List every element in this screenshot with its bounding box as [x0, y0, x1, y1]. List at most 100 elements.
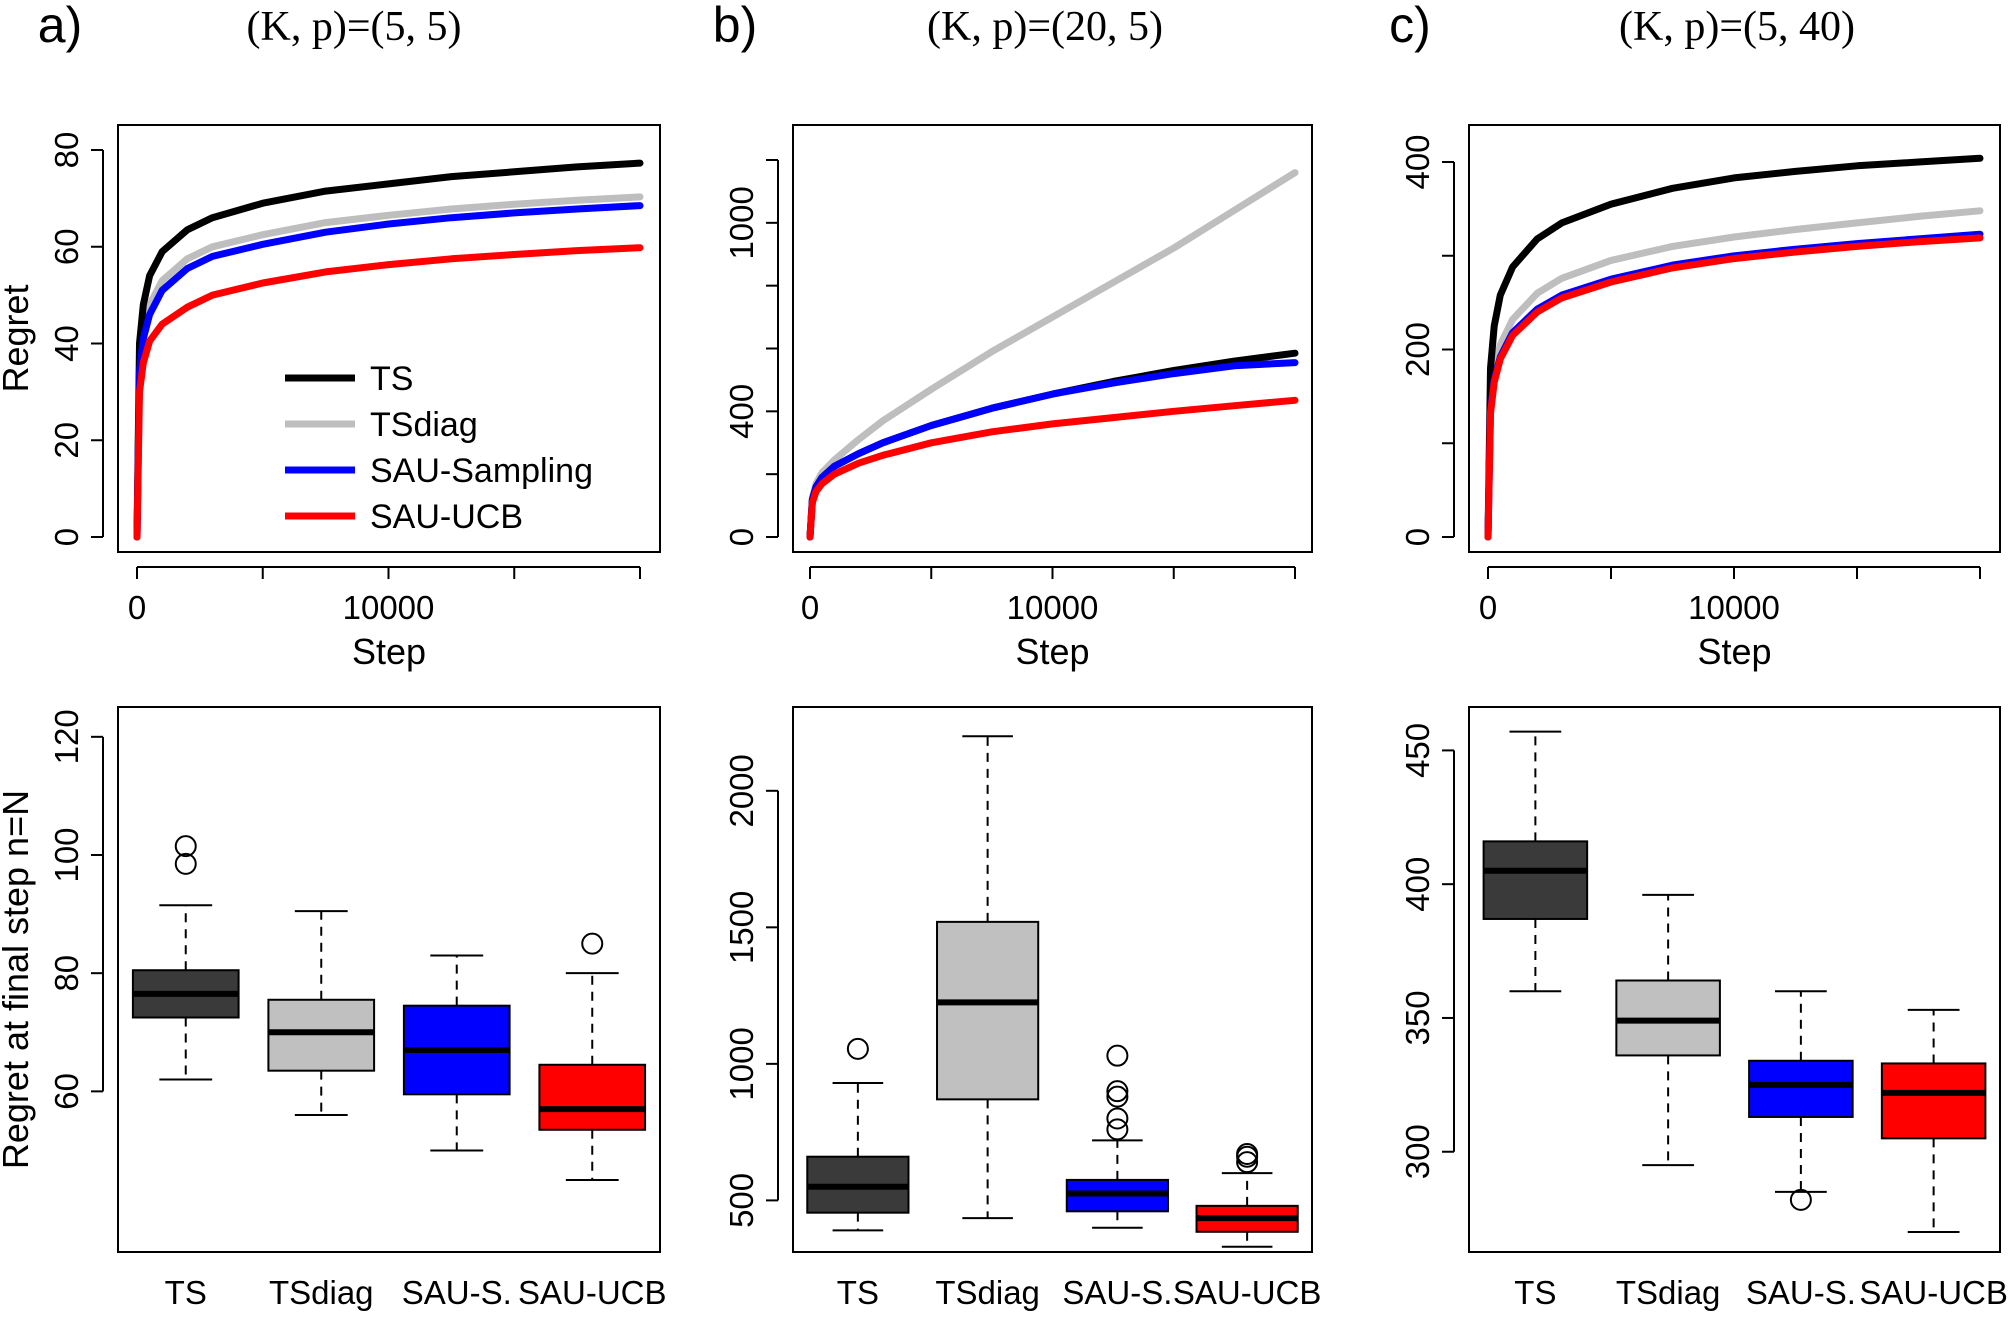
x-axis: 0 10000 Step	[1479, 566, 1981, 672]
y-tick-label: 60	[48, 1073, 85, 1110]
panel-title: (K, p)=(20, 5)	[927, 4, 1163, 50]
box-sau-ucb	[1880, 1008, 1987, 1233]
box-iqr	[1880, 1062, 1987, 1140]
box-sau-s.	[402, 954, 511, 1152]
plot-frame	[792, 706, 1313, 1253]
y-axis: 300 350 400 450	[1399, 723, 1455, 1179]
plot-frame	[117, 706, 661, 1253]
panel-letter: a)	[38, 0, 82, 53]
y-axis: 0 20 40 60 80 Regret	[0, 132, 104, 546]
series-group	[133, 159, 644, 541]
plot-frame	[117, 124, 661, 553]
series-line-tsdiag	[806, 169, 1299, 541]
x-axis-title: Step	[1697, 631, 1771, 672]
box-ts	[806, 1037, 910, 1232]
box-iqr	[1748, 1059, 1854, 1118]
box-tsdiag	[936, 735, 1040, 1220]
y-axis: 60 80 100 120 Regret at final step n=N	[0, 709, 104, 1169]
outlier-point	[1106, 1085, 1129, 1108]
x-category-label: TSdiag	[269, 1274, 374, 1311]
legend-label: TSdiag	[370, 406, 478, 444]
x-tick-label: 10000	[1688, 589, 1780, 626]
series-line-sau-ucb	[1484, 234, 1984, 541]
y-axis: 0 400 1000	[723, 159, 779, 546]
y-tick-label: 80	[48, 955, 85, 992]
y-tick-label: 400	[723, 384, 760, 439]
line-chart-c: 0 10000 Step 0 200 400	[1399, 124, 2001, 672]
legend-label: SAU-UCB	[370, 498, 523, 536]
outlier-point	[1789, 1188, 1812, 1211]
box-sau-ucb	[1195, 1142, 1299, 1248]
plot-frame	[792, 124, 1313, 553]
legend-label: SAU-Sampling	[370, 452, 593, 490]
x-axis-title: Step	[1015, 631, 1089, 672]
y-tick-label: 0	[48, 528, 85, 546]
x-category-label: TS	[165, 1274, 207, 1311]
x-tick-label: 0	[801, 589, 819, 626]
outlier-point	[581, 932, 604, 955]
x-category-label: SAU-S.	[1746, 1274, 1856, 1311]
x-axis: TS TSdiag SAU-S. SAU-UCB	[1514, 1274, 2008, 1311]
series-group	[806, 169, 1299, 541]
y-tick-label: 400	[1399, 134, 1436, 189]
panel-title: (K, p)=(5, 40)	[1619, 4, 1855, 50]
x-tick-label: 10000	[343, 589, 435, 626]
panel-letter: b)	[713, 0, 757, 53]
x-category-label: TSdiag	[935, 1274, 1040, 1311]
x-category-label: SAU-UCB	[1859, 1274, 2008, 1311]
box-chart-b: 500 1000 1500 2000 TS TSdiag SAU-S. SAU-UCB	[723, 706, 1322, 1311]
box-chart-a: 60 80 100 120 Regret at final step n=N TS TSdi…	[0, 706, 667, 1311]
x-axis: 0 10000 Step	[801, 566, 1296, 672]
y-axis-title: Regret at final step n=N	[0, 790, 36, 1169]
series-line-ts	[1484, 154, 1984, 541]
y-tick-label: 0	[723, 528, 760, 546]
y-axis: 500 1000 1500 2000	[723, 754, 779, 1228]
y-tick-label: 450	[1399, 723, 1436, 778]
y-axis: 0 200 400	[1399, 134, 1455, 546]
y-tick-label: 60	[48, 228, 85, 265]
y-tick-label: 0	[1399, 528, 1436, 546]
series-line-ts	[133, 159, 644, 541]
y-tick-label: 500	[723, 1173, 760, 1228]
x-axis: 0 10000 Step	[128, 566, 641, 672]
box-ts	[1482, 730, 1589, 993]
y-tick-label: 80	[48, 132, 85, 169]
box-chart-c: 300 350 400 450 TS TSdiag SAU-S. SAU-UCB	[1399, 706, 2008, 1311]
y-tick-label: 1000	[723, 1027, 760, 1100]
x-category-label: TS	[837, 1274, 879, 1311]
x-tick-label: 10000	[1007, 589, 1099, 626]
series-line-sau-sampling	[133, 202, 644, 541]
series-group	[1484, 154, 1984, 541]
y-tick-label: 2000	[723, 754, 760, 827]
plot-frame	[1468, 706, 2001, 1253]
x-category-label: TS	[1514, 1274, 1556, 1311]
box-tsdiag	[267, 910, 376, 1116]
outlier-point	[1106, 1107, 1129, 1130]
legend: TS TSdiag SAU-Sampling SAU-UCB	[285, 360, 593, 536]
x-axis-title: Step	[352, 631, 426, 672]
outlier-point	[1106, 1118, 1129, 1141]
y-tick-label: 40	[48, 325, 85, 362]
x-axis: TS TSdiag SAU-S. SAU-UCB	[165, 1274, 667, 1311]
outlier-point	[174, 835, 197, 858]
box-iqr	[538, 1063, 647, 1131]
series-line-sau-ucb	[133, 244, 644, 541]
y-tick-label: 400	[1399, 857, 1436, 912]
x-axis: TS TSdiag SAU-S. SAU-UCB	[837, 1274, 1322, 1311]
box-tsdiag	[1615, 893, 1721, 1167]
box-ts	[131, 835, 240, 1081]
x-category-label: SAU-S.	[402, 1274, 512, 1311]
box-sau-s.	[1065, 1044, 1169, 1229]
x-tick-label: 0	[128, 589, 146, 626]
line-chart-a: 0 10000 Step 0 20 40 60 80 Regret TS TSdiag SAU-Sam…	[0, 124, 661, 672]
y-tick-label: 1500	[723, 891, 760, 964]
panel-letter: c)	[1389, 0, 1431, 53]
outlier-point	[1106, 1044, 1129, 1067]
outlier-point	[1236, 1142, 1259, 1165]
box-sau-ucb	[538, 932, 647, 1181]
x-category-label: TSdiag	[1616, 1274, 1721, 1311]
y-tick-label: 100	[48, 827, 85, 882]
y-axis-title: Regret	[0, 284, 36, 392]
y-tick-label: 120	[48, 709, 85, 764]
